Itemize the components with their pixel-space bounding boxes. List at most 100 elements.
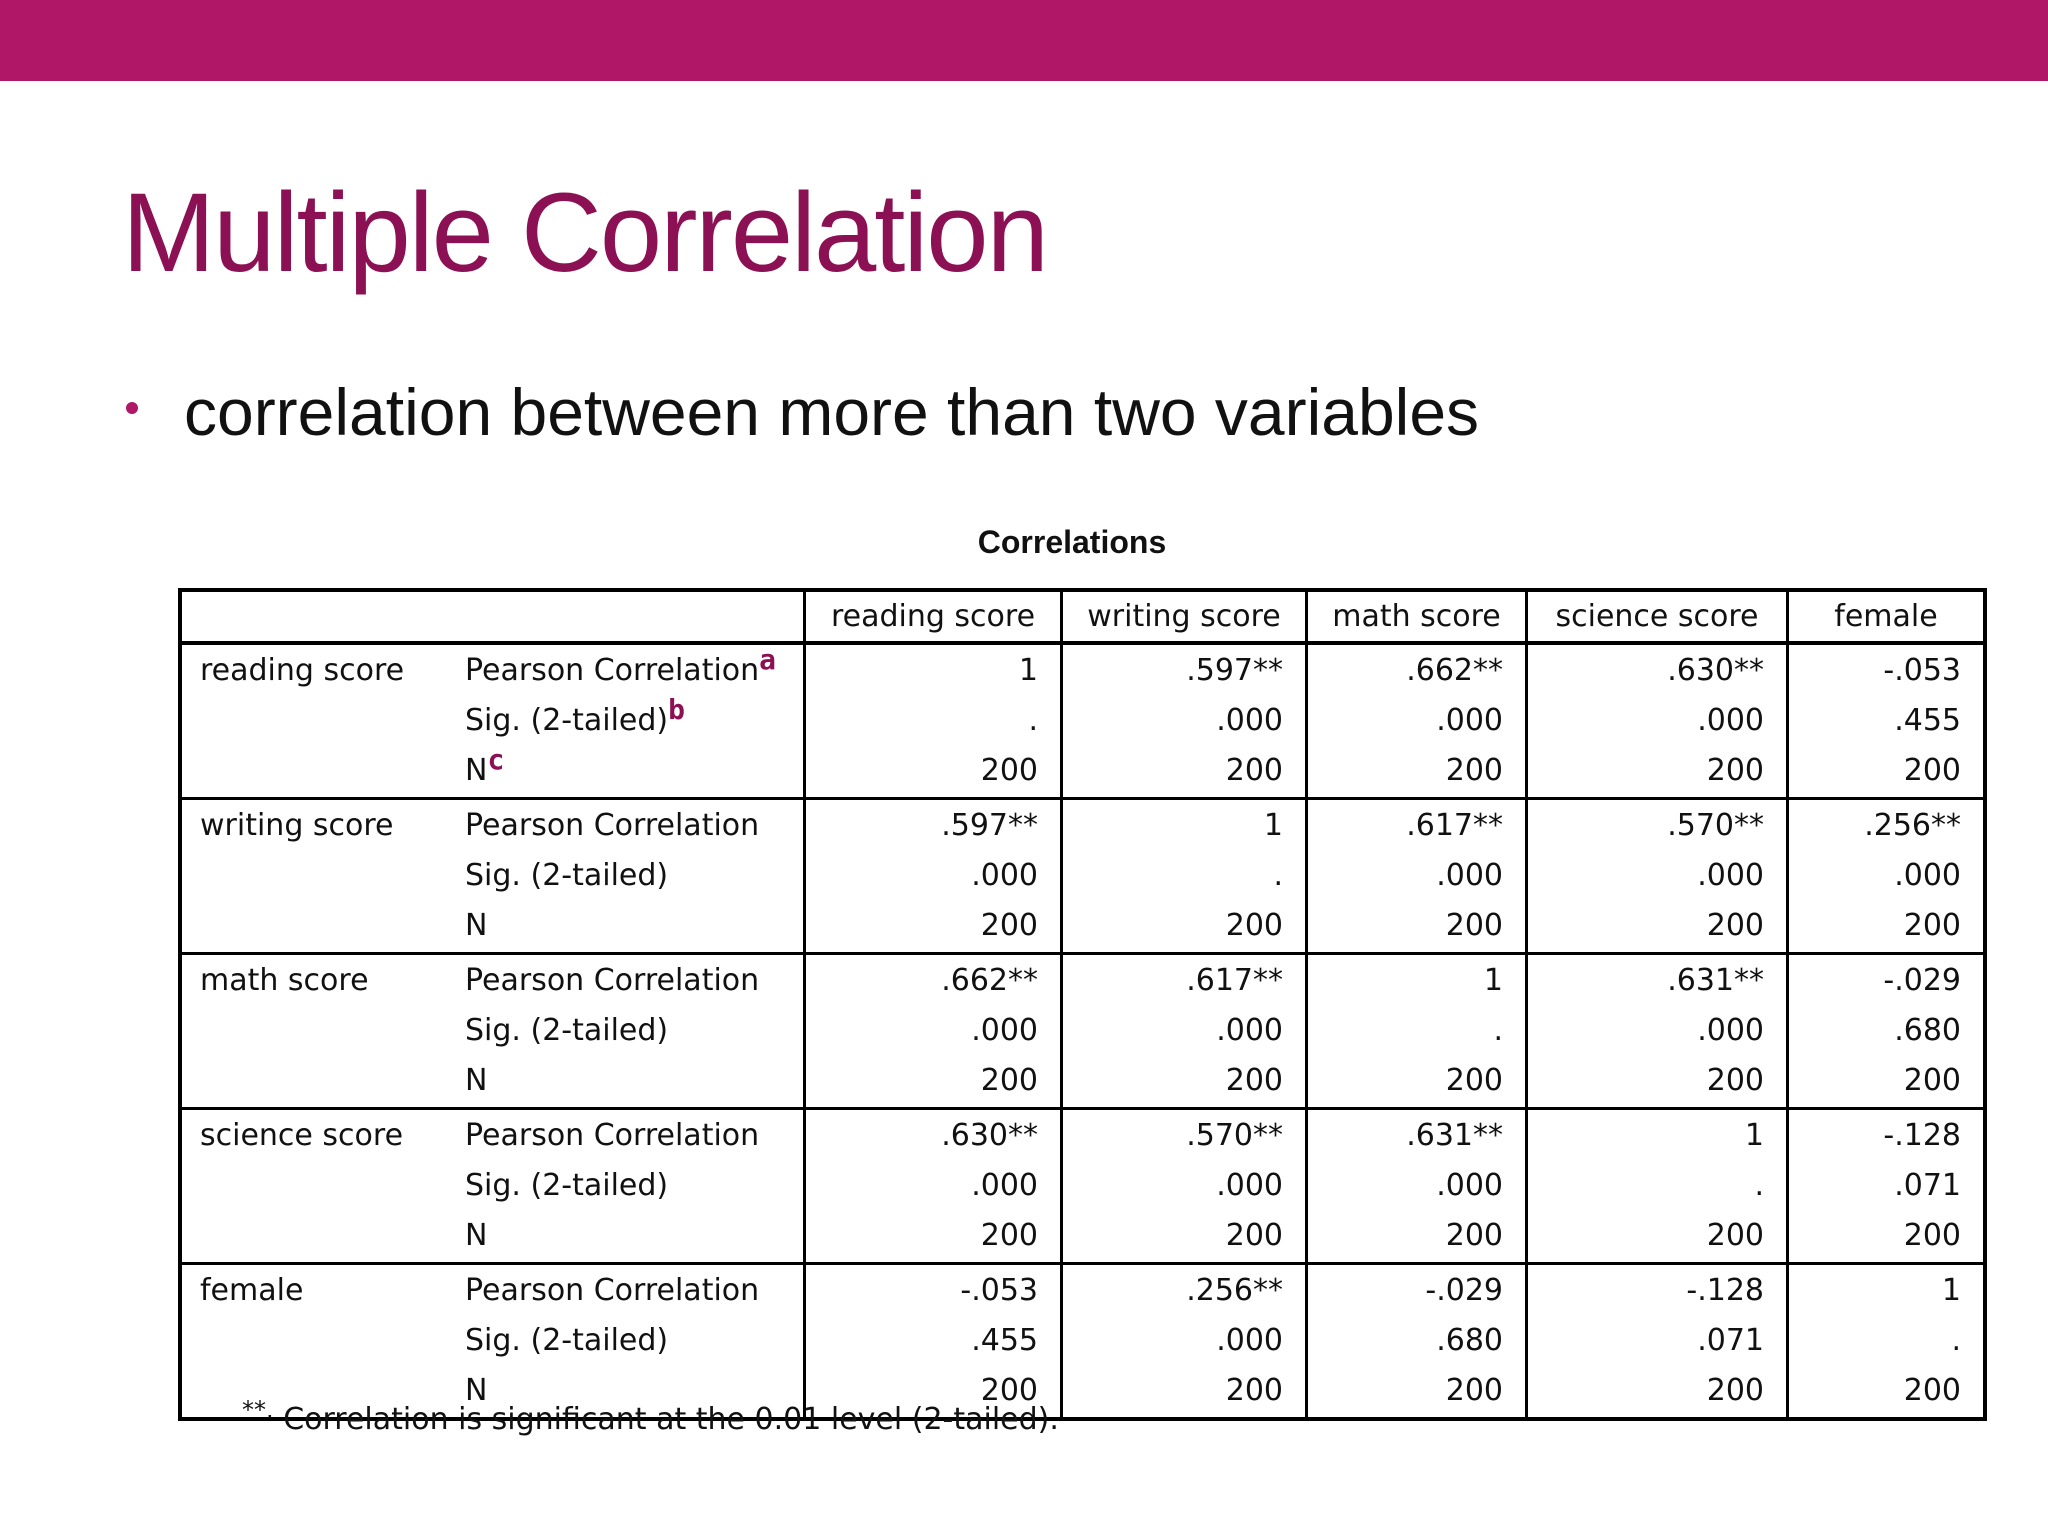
statistic-label-text: Sig. (2-tailed) [465, 1168, 669, 1203]
value-n: 200 [1706, 1218, 1764, 1253]
value-sig: .455 [971, 1323, 1038, 1358]
table-caption: Correlations [977, 524, 1167, 560]
value-cell: .570** .000 200 [1525, 798, 1788, 955]
value-n: 200 [1225, 908, 1283, 943]
value-pearson: .256** [1864, 808, 1961, 843]
slide-title: Multiple Correlation [122, 170, 1049, 295]
value-pearson: .630** [1667, 653, 1764, 688]
value-cell: 1. 200 [1305, 953, 1527, 1110]
value-cell: .256** .000 200 [1060, 1263, 1307, 1419]
value-pearson: .662** [1406, 653, 1503, 688]
statistic-label: N [465, 1367, 803, 1417]
header-corner-cell [180, 590, 805, 645]
value-n: 200 [1706, 1373, 1764, 1408]
value-sig: .455 [1894, 703, 1961, 738]
value-pearson: .631** [1667, 963, 1764, 998]
value-cell: .662** .000 200 [1305, 643, 1527, 800]
value-n: 200 [980, 753, 1038, 788]
statistic-label: Sig. (2-tailed)b [465, 696, 803, 747]
statistic-label: N [465, 902, 803, 952]
value-cell: .631** .000 200 [1305, 1108, 1527, 1265]
value-n: 200 [980, 1373, 1038, 1408]
value-sig: .071 [1697, 1323, 1764, 1358]
value-sig: . [1754, 1168, 1764, 1203]
value-pearson: 1 [1483, 963, 1503, 998]
table-row: reading score Pearson Correlationa Sig. (2… [180, 643, 1985, 800]
value-pearson: -.128 [1883, 1118, 1961, 1153]
value-pearson: 1 [1941, 1273, 1961, 1308]
statistic-label: N [465, 1057, 803, 1107]
row-variable-label: math score [180, 953, 461, 1110]
value-pearson: -.128 [1686, 1273, 1764, 1308]
value-n: 200 [1225, 1063, 1283, 1098]
value-cell: -.128 .071 200 [1786, 1108, 1985, 1265]
statistic-label: Sig. (2-tailed) [465, 1317, 803, 1367]
header-row: reading score writing score math score s… [180, 590, 1985, 645]
variable-name: math score [200, 963, 369, 998]
value-sig: .680 [1894, 1013, 1961, 1048]
value-n: 200 [980, 1218, 1038, 1253]
value-pearson: -.029 [1883, 963, 1961, 998]
value-cell: -.053 .455 200 [803, 1263, 1062, 1419]
statistic-label-text: Sig. (2-tailed) [465, 1323, 669, 1358]
statistic-label: N [465, 1212, 803, 1262]
value-pearson: .662** [941, 963, 1038, 998]
value-n: 200 [1903, 1063, 1961, 1098]
value-cell: .570** .000 200 [1060, 1108, 1307, 1265]
value-n: 200 [1445, 1373, 1503, 1408]
value-cell: .617** .000 200 [1060, 953, 1307, 1110]
value-sig: .071 [1894, 1168, 1961, 1203]
statistic-label: Pearson Correlationa [465, 646, 803, 697]
statistic-label: Pearson Correlation [465, 957, 803, 1007]
value-pearson: .570** [1186, 1118, 1283, 1153]
value-sig: .000 [1697, 858, 1764, 893]
value-n: 200 [1706, 1063, 1764, 1098]
value-cell: .630** .000 200 [1525, 643, 1788, 800]
value-sig: .000 [1216, 703, 1283, 738]
value-cell: -.029 .680 200 [1305, 1263, 1527, 1419]
footnote-superscript: b [668, 693, 685, 726]
value-n: 200 [1903, 1373, 1961, 1408]
column-header: writing score [1060, 590, 1307, 645]
value-n: 200 [1445, 1218, 1503, 1253]
statistic-label-text: Sig. (2-tailed) [465, 858, 669, 893]
statistic-label: Pearson Correlation [465, 1267, 803, 1317]
value-sig: .000 [1697, 703, 1764, 738]
value-pearson: .617** [1186, 963, 1283, 998]
value-sig: . [1951, 1323, 1961, 1358]
value-pearson: .597** [941, 808, 1038, 843]
table-row: science score Pearson Correlation Sig. (2-… [180, 1108, 1985, 1265]
statistic-label-text: Pearson Correlation [465, 1273, 760, 1308]
value-cell: 1. 200 [1786, 1263, 1985, 1419]
variable-name: female [200, 1273, 304, 1308]
value-cell: .597** .000 200 [1060, 643, 1307, 800]
value-pearson: .617** [1406, 808, 1503, 843]
statistic-label-text: N [465, 1063, 488, 1098]
statistic-labels: Pearson Correlation Sig. (2-tailed) N [461, 798, 805, 955]
statistic-label-text: Pearson Correlation [465, 1118, 760, 1153]
footnote-superscript: a [759, 643, 777, 676]
value-n: 200 [1706, 908, 1764, 943]
statistic-label-text: Pearson Correlation [465, 653, 760, 688]
statistic-label-text: N [465, 908, 488, 943]
column-header: reading score [803, 590, 1062, 645]
value-n: 200 [1225, 753, 1283, 788]
value-n: 200 [1225, 1218, 1283, 1253]
value-sig: .000 [1216, 1168, 1283, 1203]
top-accent-bar [0, 0, 2048, 81]
row-variable-label: reading score [180, 643, 461, 800]
value-pearson: .256** [1186, 1273, 1283, 1308]
value-cell: .597** .000 200 [803, 798, 1062, 955]
value-n: 200 [980, 1063, 1038, 1098]
value-n: 200 [1903, 1218, 1961, 1253]
value-cell: 1. 200 [803, 643, 1062, 800]
value-sig: .000 [1216, 1323, 1283, 1358]
value-n: 200 [1445, 1063, 1503, 1098]
value-sig: .000 [1894, 858, 1961, 893]
statistic-label: Pearson Correlation [465, 1112, 803, 1162]
statistic-label: Sig. (2-tailed) [465, 1162, 803, 1212]
value-pearson: .597** [1186, 653, 1283, 688]
value-sig: .000 [1436, 1168, 1503, 1203]
statistic-label-text: Sig. (2-tailed) [465, 1013, 669, 1048]
value-sig: .000 [1436, 703, 1503, 738]
